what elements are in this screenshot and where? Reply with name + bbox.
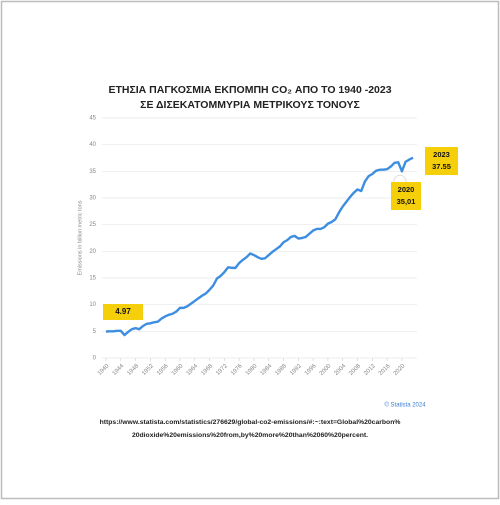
annotation-box xyxy=(103,304,143,320)
annotation-box xyxy=(425,147,458,175)
y-tick-label: 40 xyxy=(89,142,96,148)
y-tick-label: 5 xyxy=(93,329,97,335)
source-line: https://www.statista.com/statistics/2766… xyxy=(100,419,401,426)
y-tick-label: 0 xyxy=(93,356,97,362)
annotation-year: 2023 xyxy=(433,150,450,159)
y-tick-label: 10 xyxy=(89,302,96,308)
annotation-box xyxy=(391,182,421,210)
data-line xyxy=(105,156,414,337)
y-tick-label: 25 xyxy=(89,222,96,228)
annotation-value: 35,01 xyxy=(397,197,416,206)
y-tick-label: 45 xyxy=(89,116,96,122)
annotation-year: 2020 xyxy=(398,185,415,194)
y-axis-label: Emissions in billion metric tons xyxy=(77,200,83,275)
y-tick-label: 30 xyxy=(89,196,96,202)
chart-subtitle: ΣΕ ΔΙΣΕΚΑΤΟΜΜΥΡΙΑ ΜΕΤΡΙΚΟΥΣ ΤΟΝΟΥΣ xyxy=(140,99,360,111)
y-tick-label: 15 xyxy=(89,276,96,282)
annotation-value: 37.55 xyxy=(432,162,451,171)
chart-title: ΕΤΗΣΙΑ ΠΑΓΚΟΣΜΙΑ ΕΚΠΟΜΠΗ CO₂ ΑΠΟ ΤΟ 1940… xyxy=(108,84,391,96)
y-tick-label: 35 xyxy=(89,169,96,175)
credit: © Statista 2024 xyxy=(384,402,426,409)
source-line: 20dioxide%20emissions%20from,by%20more%2… xyxy=(132,432,368,439)
annotation-value: 4.97 xyxy=(115,307,131,316)
y-tick-label: 20 xyxy=(89,249,96,255)
